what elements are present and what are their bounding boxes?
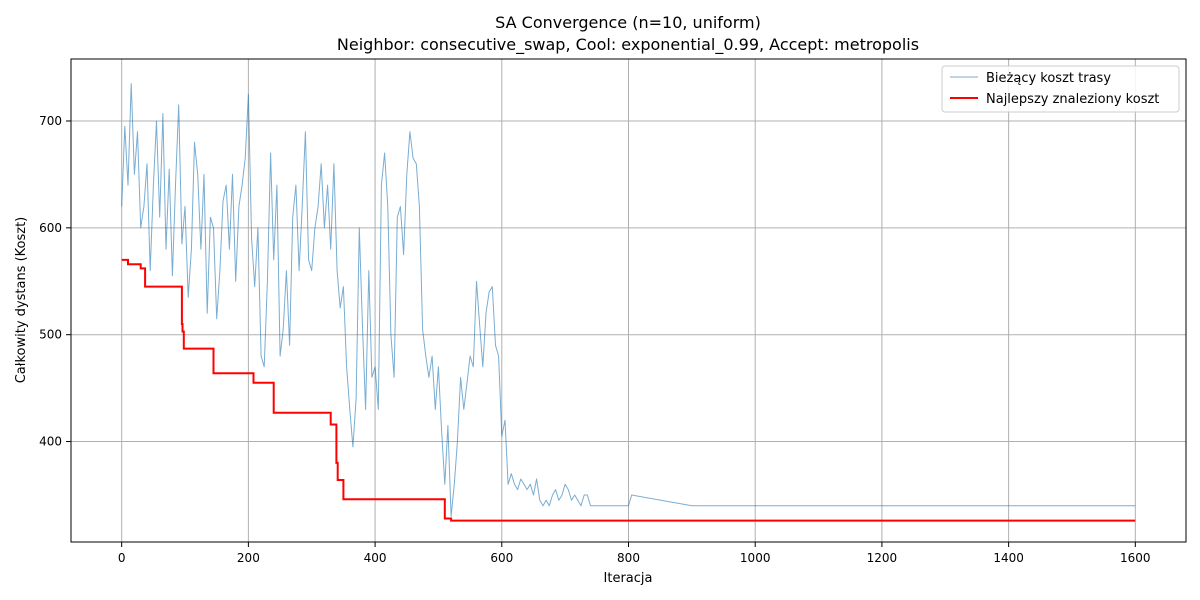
legend: Bieżący koszt trasy Najlepszy znaleziony… [941, 65, 1180, 113]
x-axis-ticks: 0 200 400 600 800 1000 1200 1400 1600 [118, 542, 1151, 565]
plot-series [121, 83, 1136, 522]
legend-label-current-cost: Bieżący koszt trasy [986, 71, 1111, 86]
y-tick-label: 500 [39, 328, 62, 342]
y-tick-label: 600 [39, 221, 62, 235]
series-line-best-cost [121, 258, 1136, 522]
x-tick-label: 1200 [867, 551, 898, 565]
grid-lines [71, 59, 1186, 542]
legend-box [941, 65, 1180, 113]
y-tick-label: 400 [39, 435, 62, 449]
chart-title: SA Convergence (n=10, uniform) [495, 13, 761, 32]
series-line-current-cost [121, 83, 1136, 517]
x-tick-label: 1600 [1120, 551, 1151, 565]
legend-label-best-cost: Najlepszy znaleziony koszt [986, 92, 1159, 107]
y-axis-ticks: 400 500 600 700 [39, 114, 71, 449]
x-tick-label: 0 [118, 551, 126, 565]
y-axis-label: Całkowity dystans (Koszt) [14, 217, 29, 384]
x-tick-label: 600 [490, 551, 513, 565]
x-tick-label: 400 [364, 551, 387, 565]
y-tick-label: 700 [39, 114, 62, 128]
x-tick-label: 1000 [740, 551, 771, 565]
x-tick-label: 200 [237, 551, 260, 565]
x-tick-label: 800 [617, 551, 640, 565]
x-axis-label: Iteracja [604, 571, 653, 586]
chart-subtitle: Neighbor: consecutive_swap, Cool: expone… [337, 35, 919, 55]
x-tick-label: 1400 [993, 551, 1024, 565]
